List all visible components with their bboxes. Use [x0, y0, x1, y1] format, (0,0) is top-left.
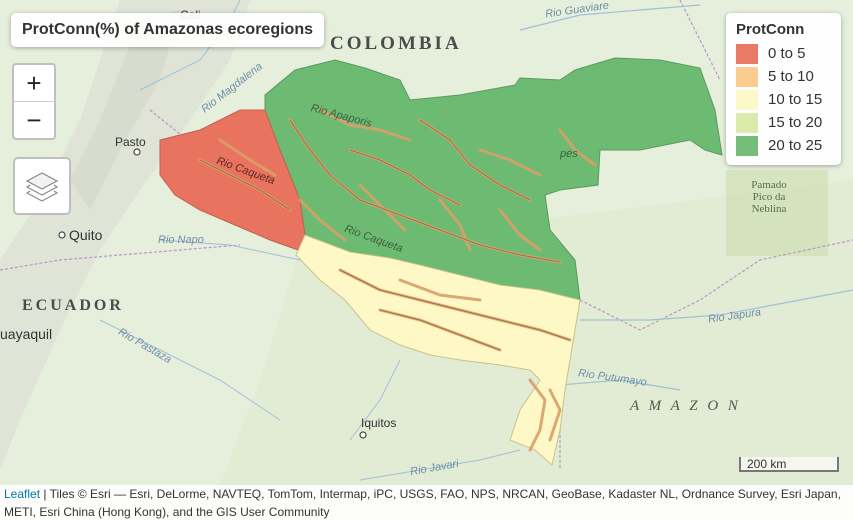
attribution-text: | Tiles © Esri — Esri, DeLorme, NAVTEQ, … — [4, 487, 841, 519]
legend-title: ProtConn — [736, 21, 805, 38]
ecoregion-yellow[interactable] — [295, 234, 581, 466]
legend-item-label: 10 to 15 — [768, 91, 823, 108]
basemap — [0, 0, 853, 481]
river-label-apaporis-tail: pes — [560, 148, 578, 160]
legend-item: 10 to 15 — [736, 88, 831, 111]
scale-bar: 200 km — [739, 457, 839, 472]
leaflet-link[interactable]: Leaflet — [4, 487, 41, 501]
legend-item-label: 5 to 10 — [768, 68, 814, 85]
legend-item-label: 15 to 20 — [768, 114, 823, 131]
city-label-pasto: Pasto — [115, 135, 146, 149]
legend: ProtConn 0 to 5 5 to 10 10 to 15 15 to 2… — [726, 13, 841, 165]
legend-item-label: 20 to 25 — [768, 137, 823, 154]
river-label-napo: Rio Napo — [158, 234, 204, 246]
legend-item: 20 to 25 — [736, 134, 831, 157]
city-marker — [133, 148, 141, 156]
city-label-iquitos: Iquitos — [361, 416, 397, 430]
map-title: ProtConn(%) of Amazonas ecoregions — [11, 13, 324, 47]
zoom-out-button[interactable]: − — [14, 101, 54, 138]
park-label-pico-da-neblina: Pamado Pico da Neblina — [751, 179, 787, 215]
legend-swatch — [736, 43, 758, 64]
legend-item: 15 to 20 — [736, 111, 831, 134]
country-label-colombia: COLOMBIA — [330, 33, 462, 54]
attribution: Leaflet | Tiles © Esri — Esri, DeLorme, … — [0, 485, 853, 521]
legend-swatch — [736, 112, 758, 133]
legend-swatch — [736, 135, 758, 156]
mountain-area — [0, 0, 250, 470]
legend-item: 5 to 10 — [736, 65, 831, 88]
country-label-ecuador: ECUADOR — [22, 297, 124, 314]
map-canvas[interactable]: COLOMBIA ECUADOR A M A Z O N Cali Pasto … — [0, 0, 853, 485]
city-label-guayaquil: uayaquil — [0, 326, 53, 342]
city-marker — [58, 231, 66, 239]
legend-swatch — [736, 89, 758, 110]
city-marker — [359, 431, 367, 439]
zoom-in-button[interactable]: + — [26, 68, 42, 98]
park-area — [726, 170, 828, 256]
legend-item-label: 0 to 5 — [768, 45, 806, 62]
legend-swatch — [736, 66, 758, 87]
region-label-amazon: A M A Z O N — [630, 398, 741, 414]
city-label-quito: Quito — [69, 227, 103, 243]
layers-icon — [25, 172, 59, 202]
legend-item: 0 to 5 — [736, 42, 831, 65]
zoom-control: + − — [12, 63, 56, 140]
layers-button[interactable] — [13, 157, 71, 215]
